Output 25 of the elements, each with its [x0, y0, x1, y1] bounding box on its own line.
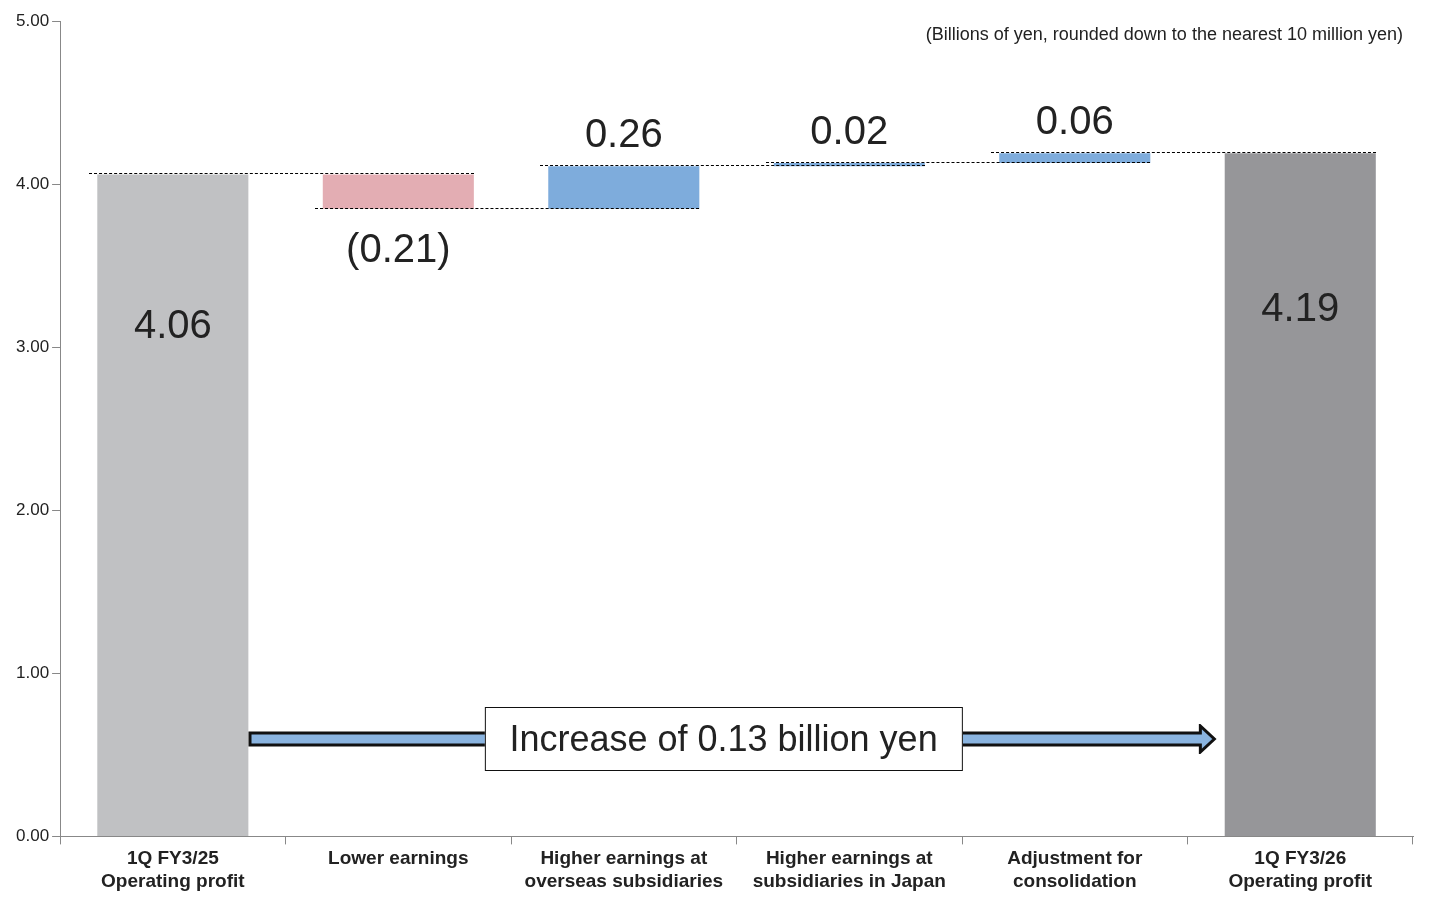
y-tick-label: 2.00: [15, 500, 50, 520]
bar: [322, 174, 474, 209]
bar: [548, 166, 700, 209]
y-tick-label: 5.00: [15, 10, 50, 30]
data-label: 0.02: [810, 108, 889, 153]
annotation: (Billions of yen, rounded down to the nearest 10 million yen): [925, 24, 1403, 45]
data-label: 0.06: [1035, 98, 1114, 143]
x-tick-label: Adjustment for consolidation: [1007, 847, 1143, 891]
bar: [1224, 153, 1376, 836]
data-label: 4.06: [133, 301, 212, 346]
data-label: 4.19: [1261, 285, 1340, 330]
y-tick-label: 1.00: [15, 663, 50, 683]
bar: [999, 153, 1151, 164]
x-tick-label: Lower earnings: [328, 847, 469, 869]
y-tick-label: 4.00: [15, 173, 50, 193]
x-tick-label: Higher earnings at subsidiaries in Japan: [752, 847, 946, 891]
data-label: (0.21): [346, 225, 451, 270]
x-tick-label: Higher earnings at overseas subsidiaries: [524, 847, 724, 891]
annotation: Increase of 0.13 billion yen: [484, 706, 963, 771]
data-label: 0.26: [584, 111, 663, 156]
y-tick-label: 3.00: [15, 336, 50, 356]
y-tick-label: 0.00: [15, 826, 50, 846]
bar: [97, 174, 249, 836]
x-tick-label: 1Q FY3/25 Operating profit: [101, 847, 246, 891]
x-tick-label: 1Q FY3/26 Operating profit: [1228, 847, 1373, 891]
